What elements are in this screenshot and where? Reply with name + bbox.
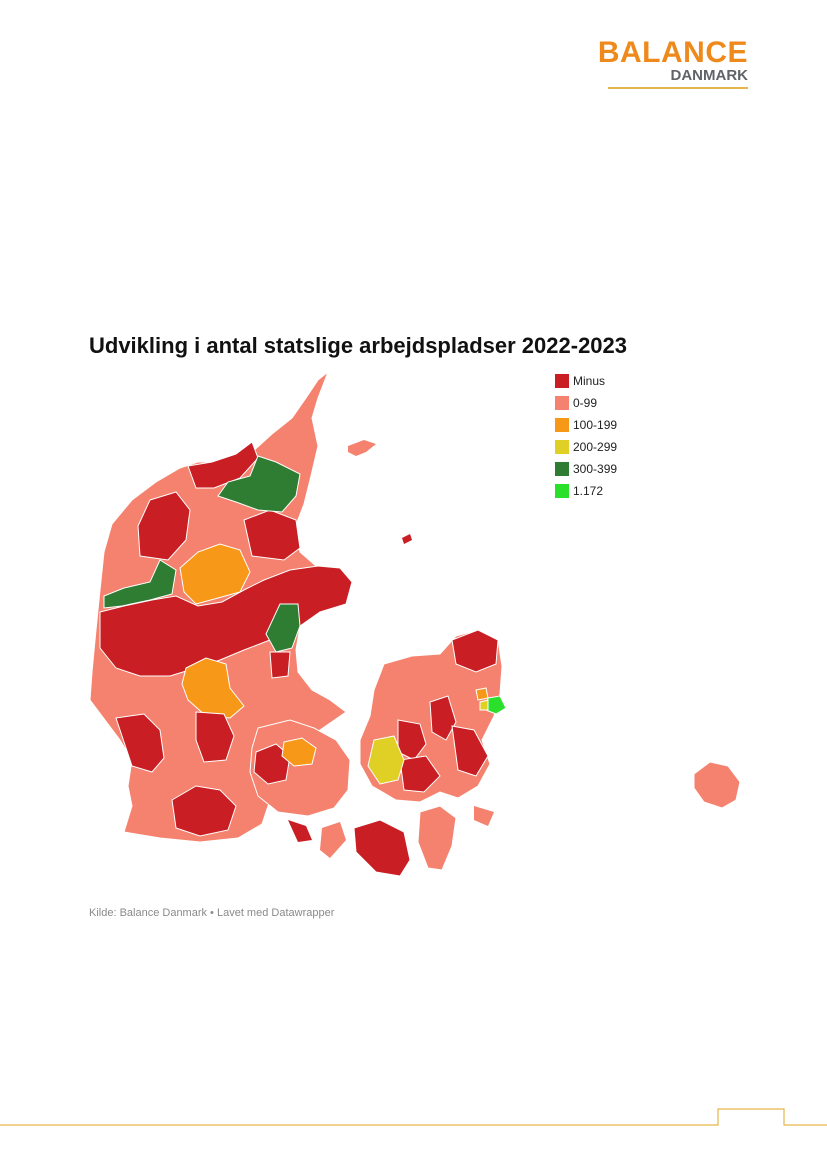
region-minus[interactable] [353,819,411,877]
region-minus[interactable] [269,651,291,679]
region-minus[interactable] [253,743,291,785]
region-100-199[interactable] [181,657,245,719]
region-minus[interactable] [195,711,235,763]
bornholm-region[interactable] [693,761,741,809]
island[interactable] [320,822,346,858]
legend-swatch [555,418,569,432]
island[interactable] [288,820,312,842]
region-minus[interactable] [429,695,457,741]
legend-label: 200-299 [573,440,618,454]
legend-label: 300-399 [573,462,618,476]
legend-item: 0-99 [555,392,665,414]
legend-swatch [555,374,569,388]
region-minus[interactable] [171,785,237,837]
legend-label: Minus [573,374,606,388]
island[interactable] [417,805,457,871]
legend: Minus 0-99 100-199 200-299 300-399 1.172 [555,370,665,502]
region-300-399[interactable] [217,455,301,513]
region-minus[interactable] [451,629,499,673]
legend-item: 300-399 [555,458,665,480]
region-200-299[interactable] [367,735,405,785]
region-100-199[interactable] [179,543,251,605]
map-source-note: Kilde: Balance Danmark • Lavet med Dataw… [89,907,335,919]
legend-swatch [555,440,569,454]
region-minus[interactable] [99,565,353,677]
legend-item: 100-199 [555,414,665,436]
island[interactable] [402,534,412,544]
region-100-199[interactable] [281,737,317,767]
legend-item: 200-299 [555,436,665,458]
logo-title: BALANCE [597,36,748,69]
region-1172[interactable] [485,695,507,715]
region-minus[interactable] [451,725,489,777]
legend-item: Minus [555,370,665,392]
legend-item: 1.172 [555,480,665,502]
region-300-399[interactable] [265,603,301,653]
region-200-299[interactable] [479,699,489,711]
legend-label: 0-99 [573,396,598,410]
page-footer-rule [0,1108,827,1126]
footer-rule-line [0,1108,827,1126]
region-minus[interactable] [137,491,191,561]
logo-subtitle: DANMARK [670,67,749,84]
legend-label: 1.172 [573,484,604,498]
island[interactable] [474,806,494,826]
region-100-199[interactable] [475,687,489,701]
logo-underline [608,87,748,89]
region-minus[interactable] [115,713,165,773]
map-title: Udvikling i antal statslige arbejdsplads… [89,333,628,358]
balance-danmark-logo: BALANCE DANMARK [598,36,749,90]
legend-swatch [555,396,569,410]
region-300-399[interactable] [103,559,177,609]
legend-swatch [555,462,569,476]
legend-label: 100-199 [573,418,618,432]
island[interactable] [348,440,376,456]
region-minus[interactable] [399,755,441,793]
legend-swatch [555,484,569,498]
